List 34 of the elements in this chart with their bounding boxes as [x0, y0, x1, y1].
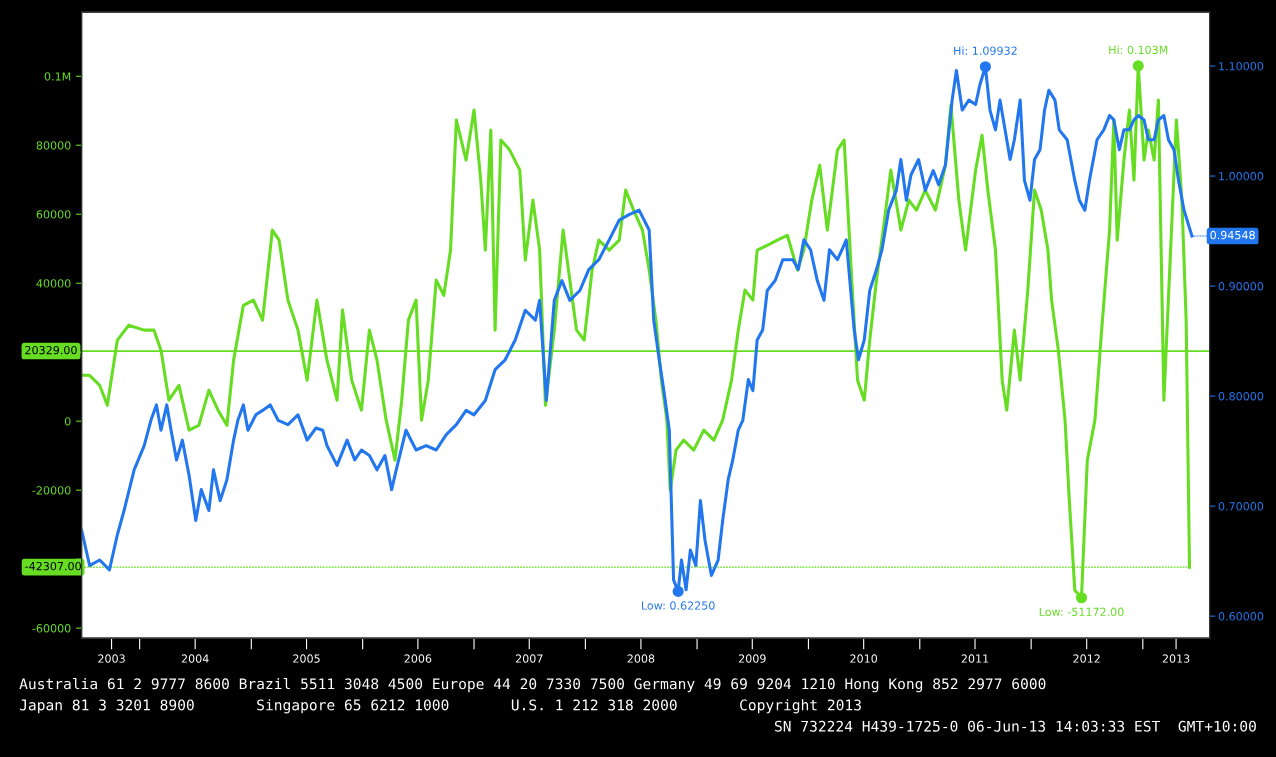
x-tick-label: 2004 [181, 654, 209, 663]
x-tick-label: 2012 [1073, 654, 1100, 663]
y-tick-label: 0.1M [44, 72, 71, 81]
y-tick-label: -20000 [32, 486, 71, 495]
x-tick-label: 2013 [1162, 654, 1190, 663]
y2-tick-label: 0.90000 [1218, 282, 1264, 291]
text: Australia 61 2 9777 8600 Brazil 5511 3048 4500 Europe 44 20 7330 7500 Germany 49 69 9204 1210 Hong Kong 852 2977 6000 [19, 677, 1046, 693]
x-tick-label: 2008 [627, 654, 655, 663]
x-tick-label: 2007 [515, 654, 543, 663]
y-tick-label: 0 [64, 417, 71, 426]
x-tick-label: 2005 [293, 654, 320, 663]
data-label: Hi: 0.103M [1109, 45, 1168, 55]
x-tick-label: 2006 [404, 654, 432, 663]
y2-tick-label: 0.70000 [1218, 502, 1264, 511]
data-label: -42307.00 [25, 561, 81, 571]
y-tick-label: 60000 [36, 210, 71, 219]
y2-tick-label: 1.00000 [1219, 172, 1264, 181]
x-tick-label: 2003 [98, 654, 125, 663]
y-tick-label: 40000 [36, 279, 71, 288]
y2-tick-label: 0.60000 [1218, 612, 1264, 621]
data-label: Low: -51172.00 [1039, 607, 1124, 617]
x-tick-label: 2009 [738, 654, 766, 663]
data-label: Hi: 1.09932 [954, 46, 1017, 55]
data-label: 0.94548 [1210, 230, 1255, 240]
text: Japan 81 3 3201 8900 Singapore 65 6212 1000 U.S. 1 212 318 2000 Copyright 2013 [19, 699, 861, 714]
y-tick-label: -60000 [32, 624, 71, 633]
x-tick-label: 2011 [961, 654, 989, 663]
y2-tick-label: 0.80000 [1218, 392, 1264, 401]
x-tick-label: 2010 [850, 654, 878, 663]
data-label: Low: 0.62250 [641, 601, 715, 610]
y-tick-label: 80000 [36, 141, 71, 150]
text: SN 732224 H439-1725-0 06-Jun-13 14:03:33 EST GMT+10:00 [774, 720, 1256, 732]
y2-tick-label: 1.10000 [1219, 62, 1264, 71]
ref-line-label: 20329.00 [25, 345, 77, 355]
